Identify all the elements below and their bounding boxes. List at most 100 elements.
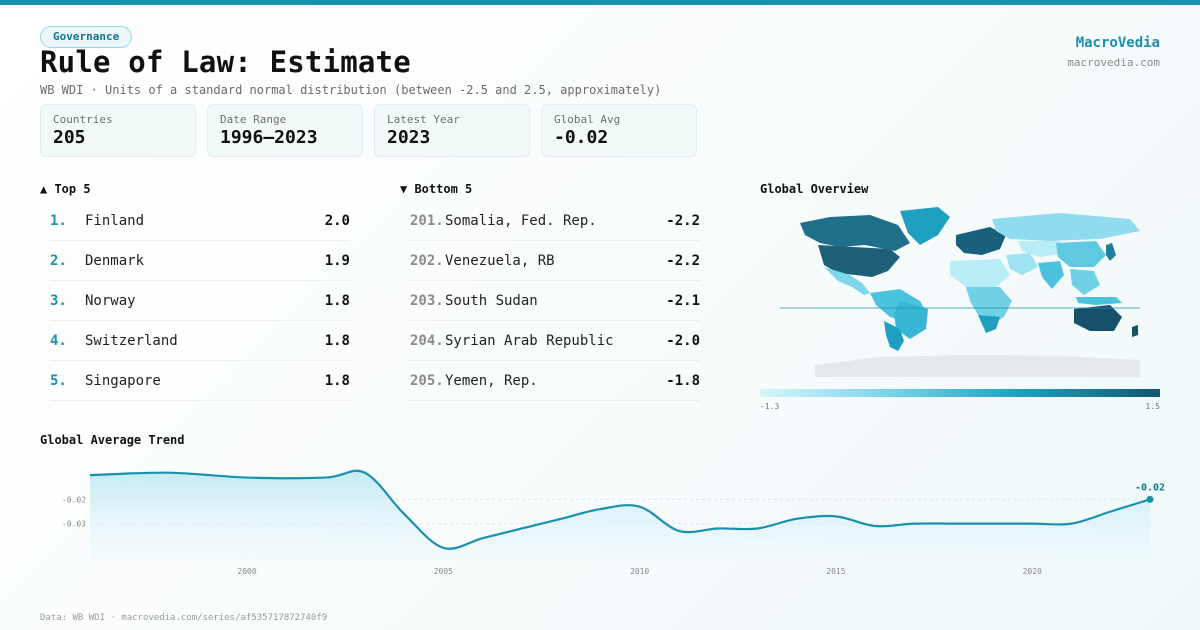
brand-logo[interactable]: MacroVedia xyxy=(1075,35,1160,51)
latest-value-label: -0.02 xyxy=(1135,482,1165,493)
list-item[interactable]: 2. Denmark 1.9 xyxy=(50,241,350,281)
region-russia[interactable] xyxy=(992,213,1140,241)
country-value: -2.1 xyxy=(666,293,700,309)
stat-label: Date Range xyxy=(220,113,287,126)
trend-chart-svg[interactable]: -0.02 -0.03 2000 2005 2010 2015 2020 -0.02 xyxy=(40,455,1170,585)
top-five-list: 1. Finland 2.0 2. Denmark 1.9 3. Norway … xyxy=(50,201,350,401)
x-tick-label: 2005 xyxy=(434,567,453,576)
trend-heading: Global Average Trend xyxy=(40,433,185,447)
stat-label: Countries xyxy=(53,113,113,126)
region-new-zealand[interactable] xyxy=(1132,325,1138,337)
stat-value: 2023 xyxy=(387,127,431,148)
country-value: 1.9 xyxy=(324,253,350,269)
country-value: 1.8 xyxy=(324,333,350,349)
region-brazil[interactable] xyxy=(894,301,928,339)
country-name: Norway xyxy=(85,293,136,309)
region-australia[interactable] xyxy=(1074,305,1122,331)
brand-url[interactable]: macrovedia.com xyxy=(1067,56,1160,69)
rank-number: 201. xyxy=(410,213,444,229)
list-item[interactable]: 203. South Sudan -2.1 xyxy=(410,281,700,321)
region-europe[interactable] xyxy=(956,227,1006,255)
country-name: Singapore xyxy=(85,373,161,389)
region-japan[interactable] xyxy=(1106,243,1116,261)
trend-chart[interactable]: -0.02 -0.03 2000 2005 2010 2015 2020 -0.02 xyxy=(40,455,1170,585)
region-greenland[interactable] xyxy=(900,207,950,245)
list-item[interactable]: 201. Somalia, Fed. Rep. -2.2 xyxy=(410,201,700,241)
region-canada[interactable] xyxy=(800,215,910,251)
x-tick-label: 2010 xyxy=(630,567,649,576)
country-name: Yemen, Rep. xyxy=(445,373,538,389)
list-item[interactable]: 204. Syrian Arab Republic -2.0 xyxy=(410,321,700,361)
stat-card-latest-year: Latest Year 2023 xyxy=(374,104,530,157)
x-tick-label: 2020 xyxy=(1023,567,1042,576)
region-antarctica[interactable] xyxy=(815,355,1140,377)
country-name: Syrian Arab Republic xyxy=(445,333,614,349)
list-item[interactable]: 5. Singapore 1.8 xyxy=(50,361,350,401)
region-south-america-south[interactable] xyxy=(884,321,904,351)
region-indonesia[interactable] xyxy=(1076,297,1122,305)
x-tick-label: 2000 xyxy=(237,567,256,576)
rank-number: 3. xyxy=(50,293,67,309)
region-china[interactable] xyxy=(1056,241,1106,267)
region-middle-east[interactable] xyxy=(1006,253,1038,275)
map-heading: Global Overview xyxy=(760,182,869,196)
legend-min-label: -1.3 xyxy=(760,402,780,411)
bottom-five-heading: ▼ Bottom 5 xyxy=(400,182,473,196)
list-item[interactable]: 205. Yemen, Rep. -1.8 xyxy=(410,361,700,401)
region-southern-africa[interactable] xyxy=(978,315,1000,333)
page-title: Rule of Law: Estimate xyxy=(40,45,411,79)
region-usa[interactable] xyxy=(818,245,900,277)
y-tick-label: -0.02 xyxy=(62,495,86,504)
stat-label: Global Avg xyxy=(554,113,621,126)
stat-value: -0.02 xyxy=(554,127,609,148)
rank-number: 203. xyxy=(410,293,444,309)
list-item[interactable]: 4. Switzerland 1.8 xyxy=(50,321,350,361)
world-choropleth-map[interactable] xyxy=(760,205,1160,380)
list-item[interactable]: 1. Finland 2.0 xyxy=(50,201,350,241)
list-item[interactable]: 3. Norway 1.8 xyxy=(50,281,350,321)
country-value: -2.2 xyxy=(666,213,700,229)
region-southeast-asia[interactable] xyxy=(1070,269,1100,295)
country-name: South Sudan xyxy=(445,293,538,309)
world-map-svg[interactable] xyxy=(760,205,1160,380)
country-name: Finland xyxy=(85,213,145,229)
country-value: 1.8 xyxy=(324,293,350,309)
region-india[interactable] xyxy=(1038,261,1064,289)
source-footer: Data: WB WDI · macrovedia.com/series/af5… xyxy=(40,613,328,623)
list-item[interactable]: 202. Venezuela, RB -2.2 xyxy=(410,241,700,281)
stat-value: 205 xyxy=(53,127,86,148)
latest-value-point[interactable] xyxy=(1146,495,1154,503)
y-tick-label: -0.03 xyxy=(62,520,86,529)
trend-area-fill xyxy=(90,470,1150,560)
map-legend-gradient xyxy=(760,389,1160,397)
bottom-five-list: 201. Somalia, Fed. Rep. -2.2 202. Venezu… xyxy=(410,201,700,401)
country-value: 2.0 xyxy=(324,213,350,229)
rank-number: 1. xyxy=(50,213,67,229)
country-value: -2.0 xyxy=(666,333,700,349)
region-north-africa[interactable] xyxy=(950,259,1010,287)
legend-max-label: 1.5 xyxy=(1145,402,1160,411)
rank-number: 5. xyxy=(50,373,67,389)
top-five-heading: ▲ Top 5 xyxy=(40,182,91,196)
country-value: -2.2 xyxy=(666,253,700,269)
country-name: Switzerland xyxy=(85,333,178,349)
stat-card-date-range: Date Range 1996–2023 xyxy=(207,104,363,157)
stat-card-countries: Countries 205 xyxy=(40,104,196,157)
stat-value: 1996–2023 xyxy=(220,127,318,148)
country-name: Venezuela, RB xyxy=(445,253,555,269)
rank-number: 2. xyxy=(50,253,67,269)
top-accent-bar xyxy=(0,0,1200,5)
category-tag[interactable]: Governance xyxy=(40,26,133,48)
country-name: Denmark xyxy=(85,253,145,269)
country-value: -1.8 xyxy=(666,373,700,389)
stat-card-global-avg: Global Avg -0.02 xyxy=(541,104,697,157)
stat-label: Latest Year xyxy=(387,113,460,126)
rank-number: 204. xyxy=(410,333,444,349)
rank-number: 4. xyxy=(50,333,67,349)
region-sub-saharan-africa[interactable] xyxy=(966,287,1012,325)
region-mexico[interactable] xyxy=(824,267,870,295)
country-value: 1.8 xyxy=(324,373,350,389)
rank-number: 205. xyxy=(410,373,444,389)
region-central-asia[interactable] xyxy=(1018,241,1066,257)
page-subtitle: WB WDI · Units of a standard normal dist… xyxy=(40,83,662,97)
